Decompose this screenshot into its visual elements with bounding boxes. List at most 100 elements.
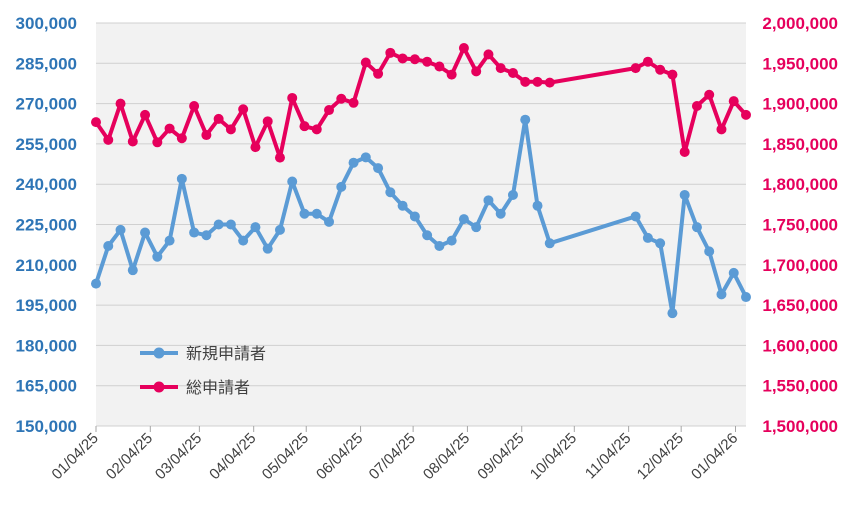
y-right-tick-label: 2,000,000	[762, 14, 838, 33]
data-point	[274, 152, 285, 163]
legend-swatch-marker	[153, 347, 165, 359]
x-tick-label: 01/04/26	[688, 430, 741, 483]
legend-swatch-marker	[153, 381, 165, 393]
data-point	[716, 289, 727, 300]
data-point	[532, 200, 543, 211]
data-point	[667, 69, 678, 80]
data-point	[691, 101, 702, 112]
data-point	[164, 235, 175, 246]
data-point	[201, 130, 212, 141]
x-tick-label: 10/04/25	[527, 430, 580, 483]
data-point	[103, 134, 114, 145]
y-axis-right: 1,500,000 1,550,000 1,600,000 1,650,000 1,70…	[762, 14, 838, 436]
data-point	[409, 54, 420, 65]
data-point	[655, 238, 666, 249]
data-point	[299, 208, 310, 219]
data-point	[728, 96, 739, 107]
data-point	[250, 142, 261, 153]
data-point	[704, 246, 715, 257]
data-point	[655, 64, 666, 75]
data-point	[287, 92, 298, 103]
data-point	[176, 173, 187, 184]
data-point	[348, 157, 359, 168]
data-point	[225, 124, 236, 135]
data-point	[225, 219, 236, 230]
data-point	[520, 114, 531, 125]
y-left-tick-label: 165,000	[16, 377, 77, 396]
y-left-tick-label: 195,000	[16, 296, 77, 315]
y-left-tick-label: 150,000	[16, 417, 77, 436]
x-tick-label: 02/04/25	[103, 430, 156, 483]
gridlines	[96, 22, 746, 427]
x-tick-label: 01/04/25	[49, 430, 102, 483]
data-point	[679, 189, 690, 200]
data-point	[385, 47, 396, 58]
data-point	[373, 163, 384, 174]
data-point	[115, 98, 126, 109]
data-point	[360, 57, 371, 68]
data-point	[336, 93, 347, 104]
data-point	[213, 219, 224, 230]
data-point	[238, 104, 249, 115]
data-point	[140, 109, 151, 120]
data-point	[385, 187, 396, 198]
data-point	[213, 113, 224, 124]
data-point	[324, 105, 335, 116]
data-point	[348, 97, 359, 108]
data-point	[262, 243, 273, 254]
data-point	[446, 69, 457, 80]
data-point	[311, 124, 322, 135]
data-point	[544, 77, 555, 88]
data-point	[483, 195, 494, 206]
data-point	[238, 235, 249, 246]
data-point	[127, 136, 138, 147]
data-point	[164, 123, 175, 134]
data-point	[642, 232, 653, 243]
y-right-tick-label: 1,950,000	[762, 54, 838, 73]
data-point	[741, 109, 751, 120]
y-left-tick-label: 255,000	[16, 135, 77, 154]
x-tick-label: 09/04/25	[474, 430, 527, 483]
data-point	[127, 265, 138, 276]
y-left-tick-label: 270,000	[16, 95, 77, 114]
data-point	[201, 230, 212, 241]
y-right-tick-label: 1,600,000	[762, 336, 838, 355]
data-point	[287, 176, 298, 187]
y-right-tick-label: 1,750,000	[762, 216, 838, 235]
data-point	[630, 63, 641, 74]
x-tick-label: 05/04/25	[259, 430, 312, 483]
data-point	[91, 278, 101, 289]
y-left-tick-label: 225,000	[16, 216, 77, 235]
data-point	[741, 292, 751, 303]
data-point	[91, 117, 101, 128]
data-point	[397, 53, 408, 64]
data-point	[446, 235, 457, 246]
data-point	[250, 222, 261, 233]
y-right-tick-label: 1,900,000	[762, 95, 838, 114]
data-point	[495, 63, 506, 74]
data-point	[103, 240, 114, 251]
data-point	[422, 56, 433, 67]
x-tick-label: 11/04/25	[582, 430, 635, 483]
x-tick-label: 07/04/25	[366, 430, 419, 483]
data-point	[189, 227, 200, 238]
data-point	[495, 208, 506, 219]
data-point	[704, 89, 715, 100]
y-left-tick-label: 300,000	[16, 14, 77, 33]
data-point	[507, 67, 518, 78]
data-point	[152, 137, 163, 148]
legend-label: 総申請者	[186, 378, 250, 397]
y-right-tick-label: 1,700,000	[762, 256, 838, 275]
y-right-tick-label: 1,850,000	[762, 135, 838, 154]
y-left-tick-label: 180,000	[16, 336, 77, 355]
data-point	[434, 240, 445, 251]
data-point	[311, 208, 322, 219]
data-point	[691, 222, 702, 233]
data-point	[176, 133, 187, 144]
data-point	[360, 152, 371, 163]
data-point	[458, 42, 469, 53]
x-tick-label: 06/04/25	[313, 430, 366, 483]
x-tick-label: 12/04/25	[634, 430, 687, 483]
